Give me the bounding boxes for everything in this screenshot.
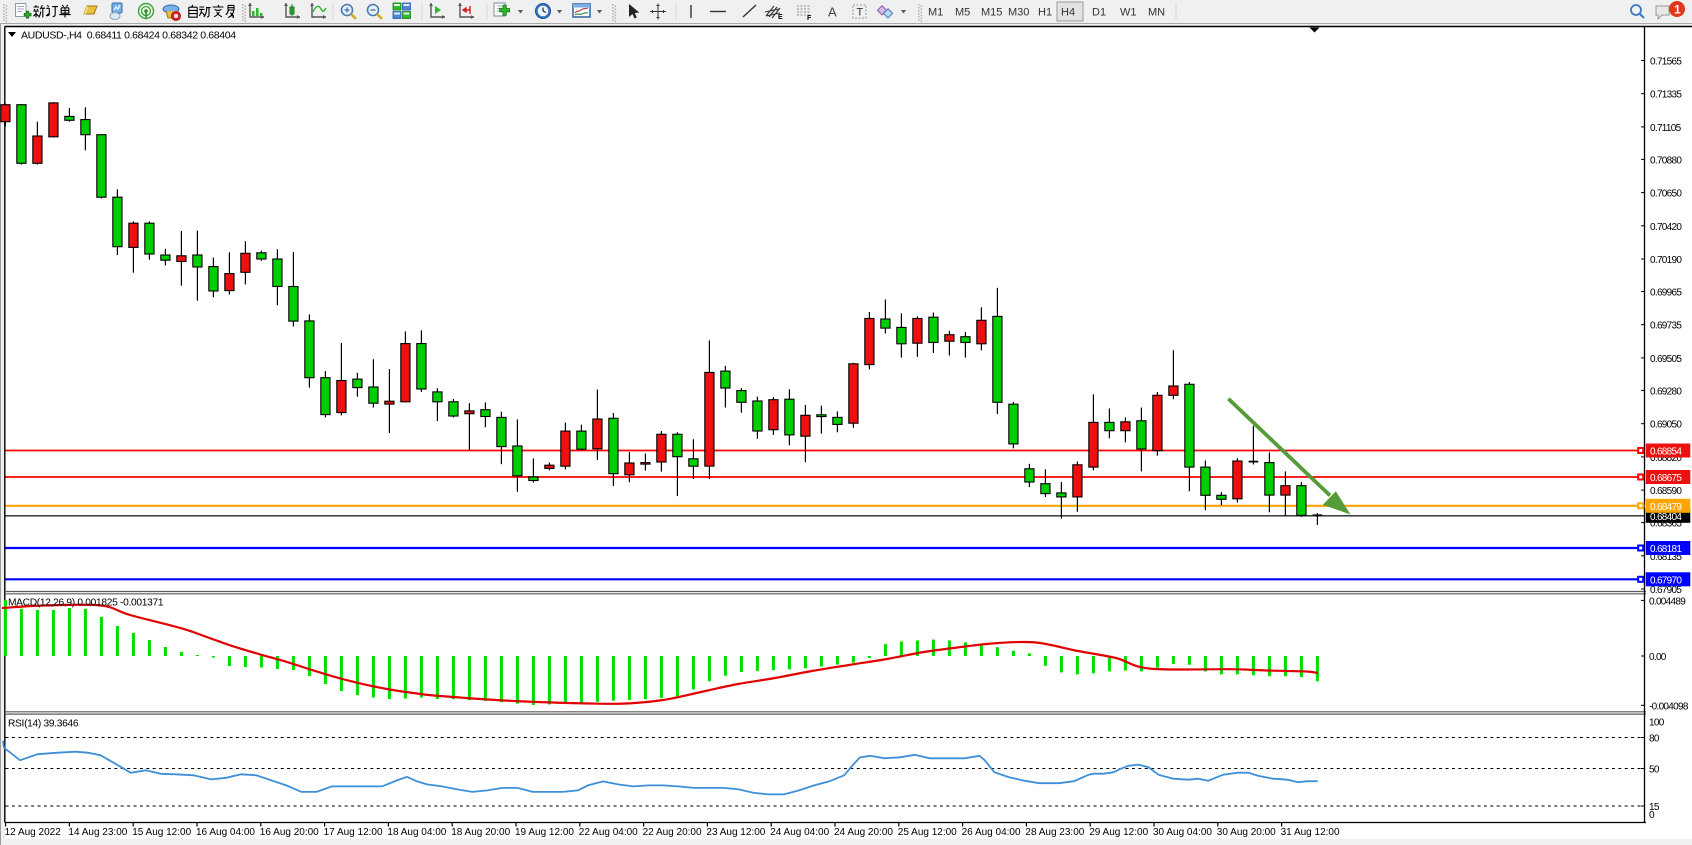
svg-text:MN: MN — [1148, 7, 1165, 19]
svg-text:0.68479: 0.68479 — [1650, 502, 1682, 513]
svg-text:14 Aug 23:00: 14 Aug 23:00 — [68, 827, 127, 838]
svg-text:0.67970: 0.67970 — [1650, 575, 1682, 586]
svg-text:0: 0 — [1649, 810, 1655, 821]
svg-text:24 Aug 04:00: 24 Aug 04:00 — [770, 827, 829, 838]
svg-text:100: 100 — [1649, 717, 1665, 728]
svg-text:0.70190: 0.70190 — [1650, 255, 1682, 266]
svg-text:16 Aug 04:00: 16 Aug 04:00 — [196, 827, 255, 838]
svg-text:28 Aug 23:00: 28 Aug 23:00 — [1025, 827, 1084, 838]
svg-text:29 Aug 12:00: 29 Aug 12:00 — [1089, 827, 1148, 838]
svg-text:24 Aug 20:00: 24 Aug 20:00 — [834, 827, 893, 838]
svg-text:E: E — [778, 14, 783, 21]
svg-text:16 Aug 20:00: 16 Aug 20:00 — [260, 827, 319, 838]
svg-text:A: A — [828, 5, 837, 20]
svg-text:0.70420: 0.70420 — [1650, 222, 1682, 233]
svg-text:0.69505: 0.69505 — [1650, 354, 1682, 365]
svg-text:15: 15 — [1649, 802, 1660, 813]
svg-text:0.71105: 0.71105 — [1650, 123, 1682, 134]
svg-text:0.68675: 0.68675 — [1650, 473, 1682, 484]
svg-text:M15: M15 — [981, 7, 1002, 19]
svg-text:0.004489: 0.004489 — [1649, 596, 1686, 607]
svg-text:1: 1 — [1674, 3, 1681, 17]
svg-text:30 Aug 04:00: 30 Aug 04:00 — [1153, 827, 1212, 838]
svg-text:M5: M5 — [955, 7, 970, 19]
svg-text:18 Aug 04:00: 18 Aug 04:00 — [387, 827, 446, 838]
svg-text:0.70880: 0.70880 — [1650, 155, 1682, 166]
svg-text:31 Aug 12:00: 31 Aug 12:00 — [1281, 827, 1340, 838]
svg-text:0.67905: 0.67905 — [1650, 585, 1682, 596]
svg-text:0.68181: 0.68181 — [1650, 544, 1682, 555]
svg-text:W1: W1 — [1120, 7, 1137, 19]
svg-text:M1: M1 — [928, 7, 943, 19]
svg-text:T: T — [857, 7, 864, 19]
svg-text:0.71335: 0.71335 — [1650, 90, 1682, 101]
svg-text:50: 50 — [1649, 765, 1660, 776]
svg-text:RSI(14) 39.3646: RSI(14) 39.3646 — [8, 719, 79, 730]
svg-text:0.68404: 0.68404 — [1650, 512, 1682, 523]
svg-text:19 Aug 12:00: 19 Aug 12:00 — [515, 827, 574, 838]
svg-text:30 Aug 20:00: 30 Aug 20:00 — [1217, 827, 1276, 838]
svg-text:80: 80 — [1649, 734, 1660, 745]
svg-text:0.71565: 0.71565 — [1650, 57, 1682, 68]
svg-text:26 Aug 04:00: 26 Aug 04:00 — [962, 827, 1021, 838]
svg-text:0.00: 0.00 — [1649, 652, 1667, 663]
svg-text:22 Aug 04:00: 22 Aug 04:00 — [579, 827, 638, 838]
svg-text:AUDUSD-,H4 0.68411 0.68424 0.: AUDUSD-,H4 0.68411 0.68424 0.68342 0.684… — [21, 30, 236, 42]
svg-text:0.69050: 0.69050 — [1650, 420, 1682, 431]
svg-text:0.70650: 0.70650 — [1650, 189, 1682, 200]
svg-text:17 Aug 12:00: 17 Aug 12:00 — [324, 827, 383, 838]
svg-text:M30: M30 — [1008, 7, 1029, 19]
svg-text:23 Aug 12:00: 23 Aug 12:00 — [706, 827, 765, 838]
svg-text:18 Aug 20:00: 18 Aug 20:00 — [451, 827, 510, 838]
svg-text:0.68820: 0.68820 — [1650, 453, 1682, 464]
svg-text:25 Aug 12:00: 25 Aug 12:00 — [898, 827, 957, 838]
svg-text:-0.004098: -0.004098 — [1649, 701, 1689, 712]
svg-text:H4: H4 — [1061, 7, 1075, 19]
svg-text:0.68854: 0.68854 — [1650, 447, 1682, 458]
svg-text:0.69735: 0.69735 — [1650, 321, 1682, 332]
svg-text:MACD(12,26,9) 0.001825 -0.0013: MACD(12,26,9) 0.001825 -0.001371 — [8, 598, 164, 609]
svg-text:0.69280: 0.69280 — [1650, 386, 1682, 397]
svg-text:D1: D1 — [1092, 7, 1106, 19]
svg-text:0.68590: 0.68590 — [1650, 486, 1682, 497]
svg-text:0.69965: 0.69965 — [1650, 288, 1682, 299]
svg-text:22 Aug 20:00: 22 Aug 20:00 — [643, 827, 702, 838]
svg-text:F: F — [807, 15, 812, 22]
svg-text:H1: H1 — [1038, 7, 1052, 19]
svg-text:12 Aug 2022: 12 Aug 2022 — [5, 827, 62, 838]
svg-text:0.68365: 0.68365 — [1650, 519, 1682, 530]
svg-text:15 Aug 12:00: 15 Aug 12:00 — [132, 827, 191, 838]
svg-text:0.68135: 0.68135 — [1650, 552, 1682, 563]
